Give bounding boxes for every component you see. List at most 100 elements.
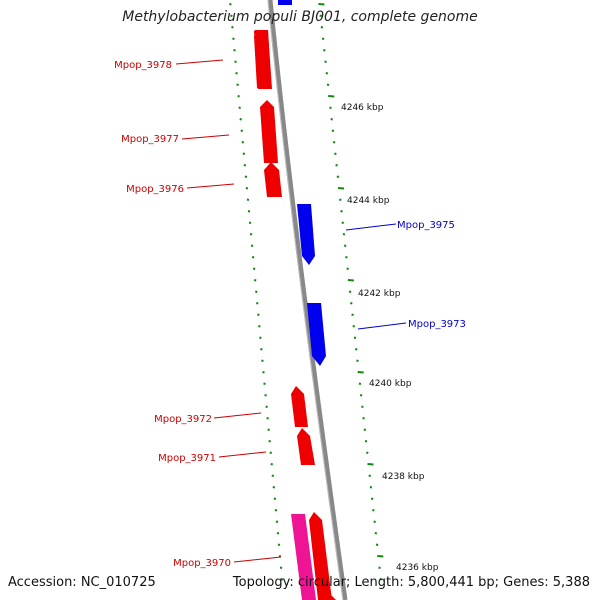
minor-tick [275, 520, 279, 523]
kbp-label: 4238 kbp [382, 472, 425, 482]
minor-tick [343, 244, 347, 247]
minor-tick [378, 566, 381, 569]
gene-arrow-mpop-3973[interactable] [307, 303, 326, 366]
minor-tick [261, 359, 264, 362]
minor-tick [257, 313, 260, 316]
minor-tick [238, 106, 241, 109]
minor-tick [329, 106, 332, 109]
minor-tick [239, 118, 242, 121]
genome-backbone-highlight [267, 0, 344, 600]
minor-tick [260, 348, 263, 351]
minor-tick [259, 336, 262, 339]
minor-tick [242, 152, 246, 155]
major-tick [367, 463, 374, 466]
minor-tick [364, 440, 368, 443]
gene-arrow-mpop-3970[interactable] [309, 512, 332, 600]
minor-tick [249, 233, 253, 236]
minor-tick [266, 417, 269, 420]
major-tick [337, 187, 345, 190]
minor-tick [361, 405, 364, 408]
minor-tick [362, 417, 365, 420]
minor-tick [339, 198, 342, 201]
minor-tick [236, 83, 239, 86]
minor-tick [273, 497, 277, 500]
gene-label-mpop-3978[interactable]: Mpop_3978 [114, 60, 172, 71]
topology-text: Topology: circular; Length: 5,800,441 bp… [232, 575, 590, 590]
gene-label-mpop-3975[interactable]: Mpop_3975 [397, 220, 455, 231]
minor-tick [342, 233, 346, 236]
minor-tick [373, 520, 376, 523]
minor-tick [253, 279, 257, 282]
gene-arrow-mpop-3978-body[interactable] [254, 31, 272, 89]
gene-label-mpop-3970[interactable]: Mpop_3970 [173, 558, 231, 569]
minor-tick [358, 382, 362, 385]
major-tick [328, 95, 335, 98]
minor-tick [326, 83, 330, 86]
minor-tick [268, 440, 271, 443]
minor-tick [233, 49, 236, 52]
minor-tick [252, 267, 256, 270]
minor-tick [330, 118, 333, 121]
major-tick [357, 371, 364, 374]
minor-tick [352, 325, 356, 328]
kbp-label: 4244 kbp [347, 196, 390, 206]
minor-tick [280, 578, 284, 581]
accession-text: Accession: NC_010725 [8, 575, 156, 590]
minor-tick [265, 405, 268, 408]
gene-arrow-mpop-3976[interactable] [264, 162, 282, 197]
minor-tick [264, 394, 267, 397]
minor-tick [363, 428, 367, 431]
minor-tick [263, 382, 266, 385]
major-tick [377, 555, 384, 558]
gene-label-mpop-3977[interactable]: Mpop_3977 [121, 134, 179, 145]
leader-mpop-3973 [357, 322, 407, 330]
kbp-label: 4240 kbp [369, 379, 412, 389]
minor-tick [276, 532, 280, 535]
leader-mpop-3975 [345, 223, 397, 231]
gene-arrow-mpop-3975[interactable] [297, 204, 315, 265]
minor-tick [256, 302, 259, 305]
minor-tick [359, 394, 363, 397]
minor-tick [231, 26, 234, 29]
gene-label-mpop-3976[interactable]: Mpop_3976 [126, 184, 184, 195]
minor-tick [368, 474, 371, 477]
gene-label-mpop-3971[interactable]: Mpop_3971 [158, 453, 216, 464]
gene-label-mpop-3973[interactable]: Mpop_3973 [408, 319, 466, 330]
gene-arrow-mpop-3972[interactable] [291, 386, 308, 427]
minor-tick [230, 14, 233, 17]
minor-tick [336, 175, 340, 178]
minor-tick [372, 509, 375, 512]
minor-tick [353, 336, 357, 339]
gene-feature-partial-forward[interactable] [278, 0, 292, 5]
minor-tick [340, 210, 343, 213]
minor-tick [345, 256, 348, 259]
minor-tick [320, 26, 324, 29]
minor-tick [323, 49, 326, 52]
minor-tick [332, 141, 336, 144]
gene-label-mpop-3972[interactable]: Mpop_3972 [154, 414, 212, 425]
genome-title: Methylobacterium populi BJ001, complete … [122, 9, 478, 25]
major-tick [347, 279, 354, 282]
minor-tick [325, 72, 329, 75]
minor-tick [244, 175, 248, 178]
genome-backbone [267, 0, 348, 600]
minor-tick [354, 348, 358, 351]
gene-arrow-mpop-3971[interactable] [297, 428, 315, 465]
minor-tick [278, 555, 282, 558]
minor-tick [374, 532, 378, 535]
gene-arrow-mpop-3977[interactable] [260, 100, 278, 163]
gene-arrow-bottom-partial[interactable] [324, 594, 336, 600]
minor-tick [324, 60, 327, 63]
minor-tick [351, 313, 354, 316]
leader-mpop-3977 [181, 134, 230, 140]
feature-pink-bar[interactable] [291, 514, 316, 600]
minor-tick [237, 95, 240, 98]
minor-tick [270, 463, 274, 466]
minor-tick [379, 578, 383, 581]
minor-tick [356, 359, 359, 362]
major-tick [318, 3, 325, 6]
kbp-label: 4236 kbp [396, 563, 439, 573]
minor-tick [240, 129, 243, 132]
minor-tick [375, 543, 379, 546]
